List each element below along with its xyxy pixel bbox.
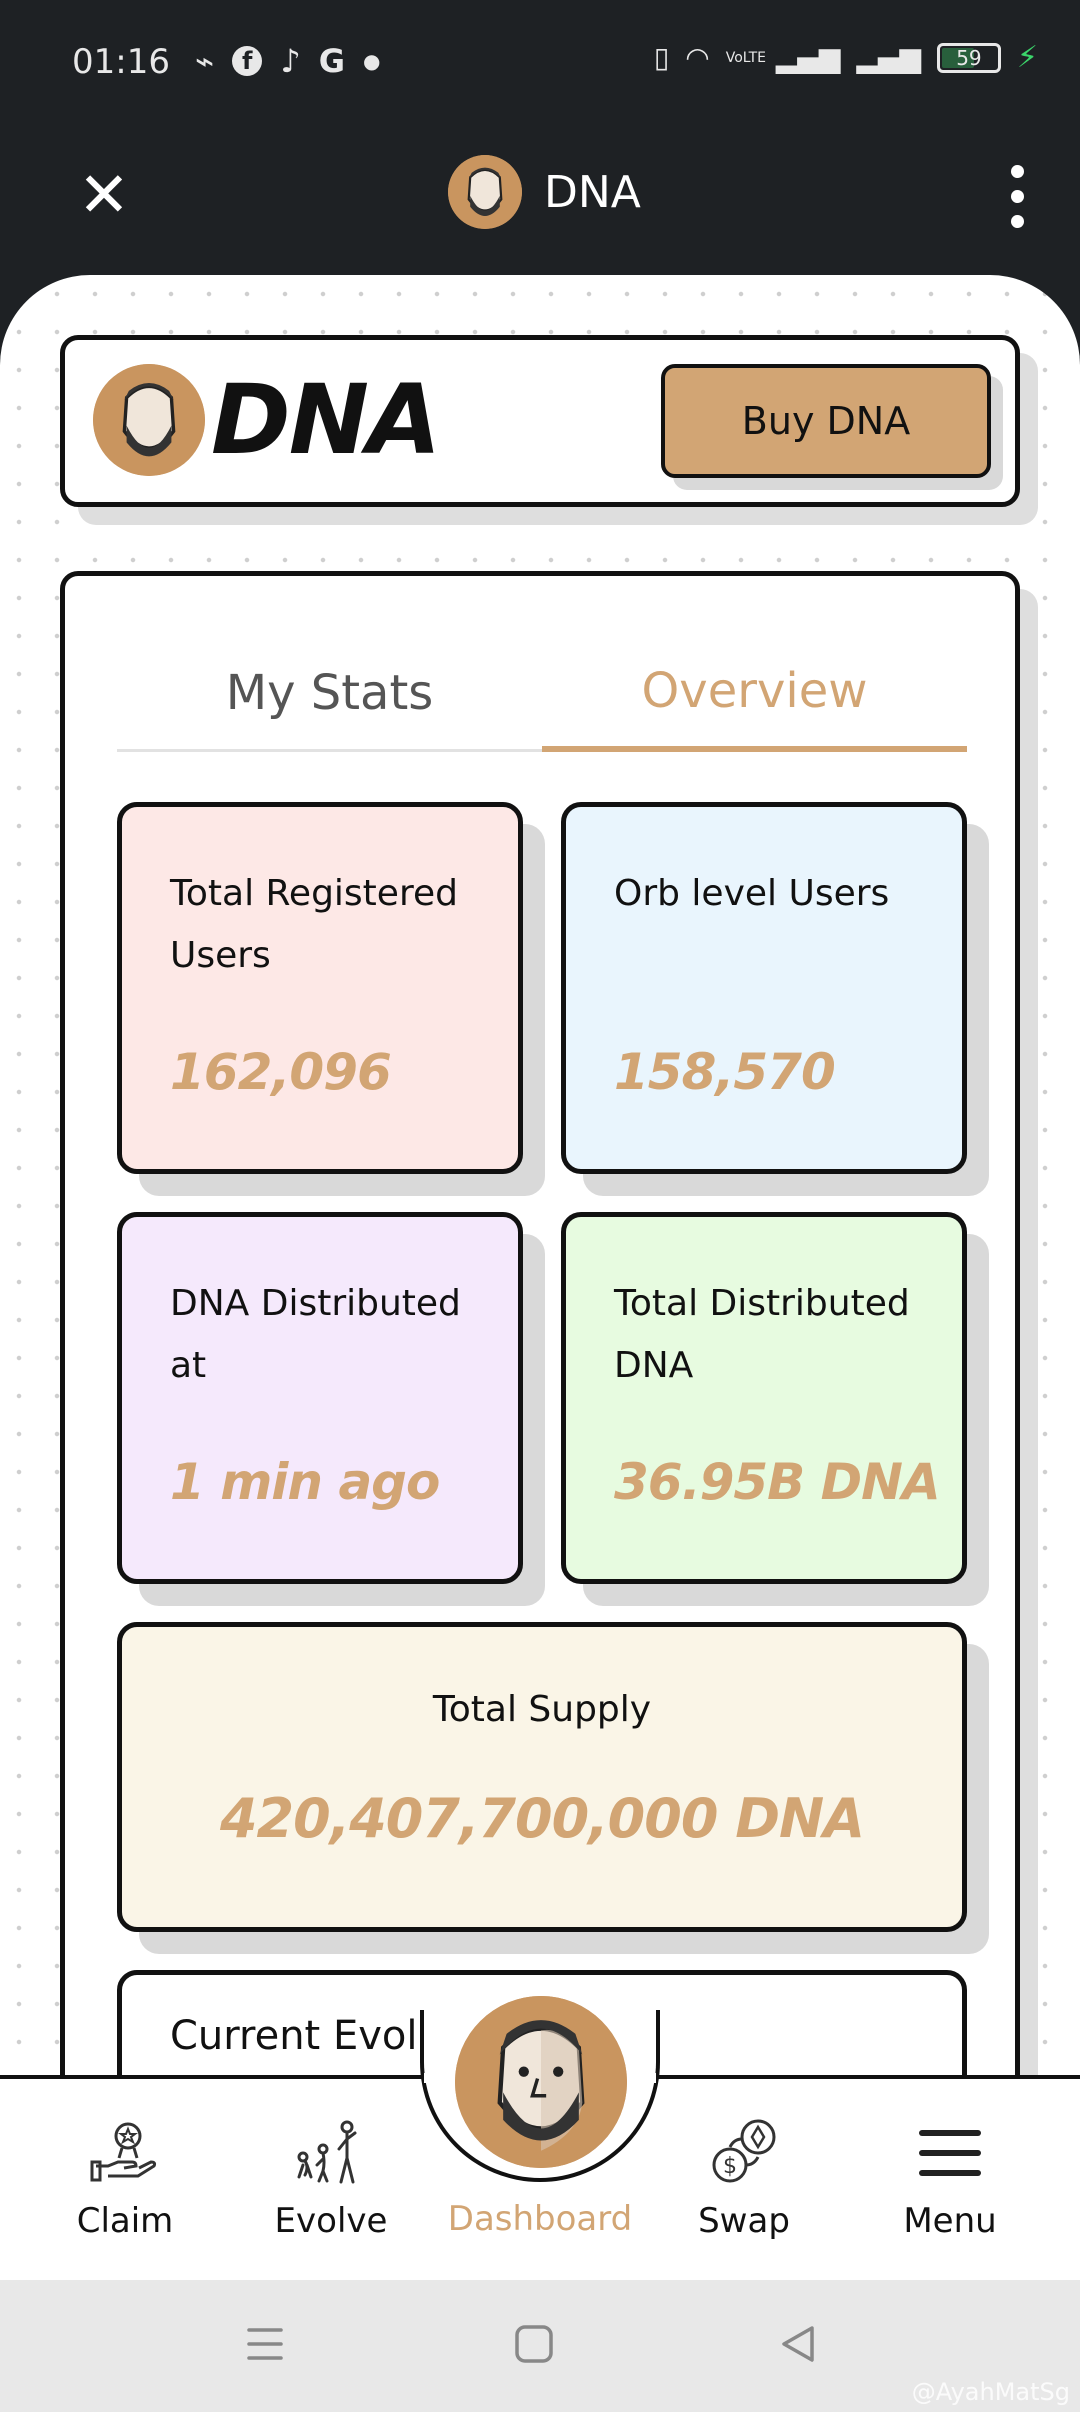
signal-2-icon: ▂▄▆ — [856, 41, 921, 74]
facebook-icon: f — [232, 46, 263, 76]
status-time: 01:16 — [72, 42, 170, 82]
link-icon: ⌁ — [195, 42, 215, 80]
signal-1-icon: ▂▄▆ — [775, 41, 841, 74]
tab-my-stats[interactable]: My Stats — [117, 636, 542, 752]
tiktok-icon: ♪ — [280, 42, 301, 80]
logo-face-icon — [93, 364, 205, 476]
status-bar: 01:16 ⌁ f ♪ G ● ▯ ◠ VoLTE ▂▄▆ ▂▄▆ 59 ⚡ — [0, 0, 1080, 125]
watermark-text: @AyahMatSg — [911, 2378, 1070, 2406]
nav-dashboard-label: Dashboard — [447, 2199, 633, 2239]
recent-apps-icon[interactable] — [246, 2324, 284, 2368]
stat-label: Total Supply — [432, 1689, 652, 1730]
claim-icon — [85, 2113, 165, 2193]
battery-level: 59 — [956, 45, 982, 70]
menu-icon — [910, 2113, 990, 2193]
stat-value: 36.95B DNA — [614, 1453, 941, 1511]
tab-overview[interactable]: Overview — [542, 636, 967, 752]
battery-icon: 59 — [936, 42, 1001, 73]
nav-claim-label: Claim — [76, 2201, 174, 2241]
nav-evolve[interactable]: Evolve — [241, 2079, 421, 2284]
volte-icon: VoLTE — [725, 49, 767, 66]
google-icon: G — [318, 42, 345, 80]
wifi-icon: ◠ — [685, 41, 710, 74]
brand-logo: DNA — [93, 364, 441, 476]
dot-icon: ● — [362, 49, 381, 73]
stat-label: Orb level Users — [614, 873, 890, 914]
close-icon[interactable]: ✕ — [78, 158, 130, 231]
stat-value: 162,096 — [170, 1043, 392, 1101]
face-icon — [448, 155, 522, 229]
nav-menu-label: Menu — [903, 2201, 997, 2241]
stat-value: 420,407,700,000 DNA — [219, 1787, 865, 1850]
nav-claim[interactable]: Claim — [35, 2079, 215, 2284]
dashboard-avatar-icon[interactable] — [455, 1996, 627, 2168]
stat-value: 1 min ago — [170, 1453, 440, 1511]
notification-icons: ⌁ f ♪ G ● — [195, 42, 380, 80]
nav-swap-label: Swap — [698, 2201, 790, 2241]
app-header: ✕ DNA — [0, 125, 1080, 275]
stat-card-dna-distributed-at: DNA Distributed at 1 min ago — [117, 1212, 523, 1584]
system-icons: ▯ ◠ VoLTE ▂▄▆ ▂▄▆ 59 ⚡ — [654, 40, 1038, 75]
stats-panel: My Stats Overview Total Registered Users… — [60, 571, 1020, 2075]
brand-logo-text: DNA — [211, 364, 441, 476]
stat-card-total-registered-users: Total Registered Users 162,096 — [117, 802, 523, 1174]
vibrate-icon: ▯ — [653, 41, 670, 74]
buy-dna-button[interactable]: Buy DNA — [661, 364, 991, 478]
stat-value: 158,570 — [614, 1043, 836, 1101]
app-avatar-icon — [448, 155, 522, 229]
stat-card-orb-level-users: Orb level Users 158,570 — [561, 802, 967, 1174]
brand-header-card: DNA Buy DNA — [60, 335, 1020, 507]
stat-label: Total Registered Users — [170, 873, 458, 976]
nav-swap[interactable]: $ Swap — [654, 2079, 834, 2284]
svg-text:$: $ — [723, 2154, 737, 2179]
back-icon[interactable] — [778, 2324, 818, 2368]
stat-card-total-supply: Total Supply 420,407,700,000 DNA — [117, 1622, 967, 1932]
nav-menu[interactable]: Menu — [860, 2079, 1040, 2284]
more-options-icon[interactable] — [1011, 165, 1024, 228]
stat-card-total-distributed-dna: Total Distributed DNA 36.95B DNA — [561, 1212, 967, 1584]
stats-tabs: My Stats Overview — [117, 636, 967, 756]
nav-evolve-label: Evolve — [274, 2201, 388, 2241]
evolve-icon — [291, 2113, 371, 2193]
swap-icon: $ — [704, 2113, 784, 2193]
stat-label: Total Distributed DNA — [614, 1283, 910, 1386]
home-icon[interactable] — [514, 2324, 554, 2368]
stat-label: DNA Distributed at — [170, 1283, 461, 1386]
app-title-group: DNA — [448, 155, 641, 229]
nav-dashboard[interactable]: Dashboard — [420, 2075, 660, 2280]
dashboard-page: DNA Buy DNA My Stats Overview Total Regi… — [0, 275, 1080, 2075]
app-title: DNA — [544, 166, 641, 218]
system-nav-bar: @AyahMatSg — [0, 2280, 1080, 2412]
charging-icon: ⚡ — [1016, 40, 1038, 75]
